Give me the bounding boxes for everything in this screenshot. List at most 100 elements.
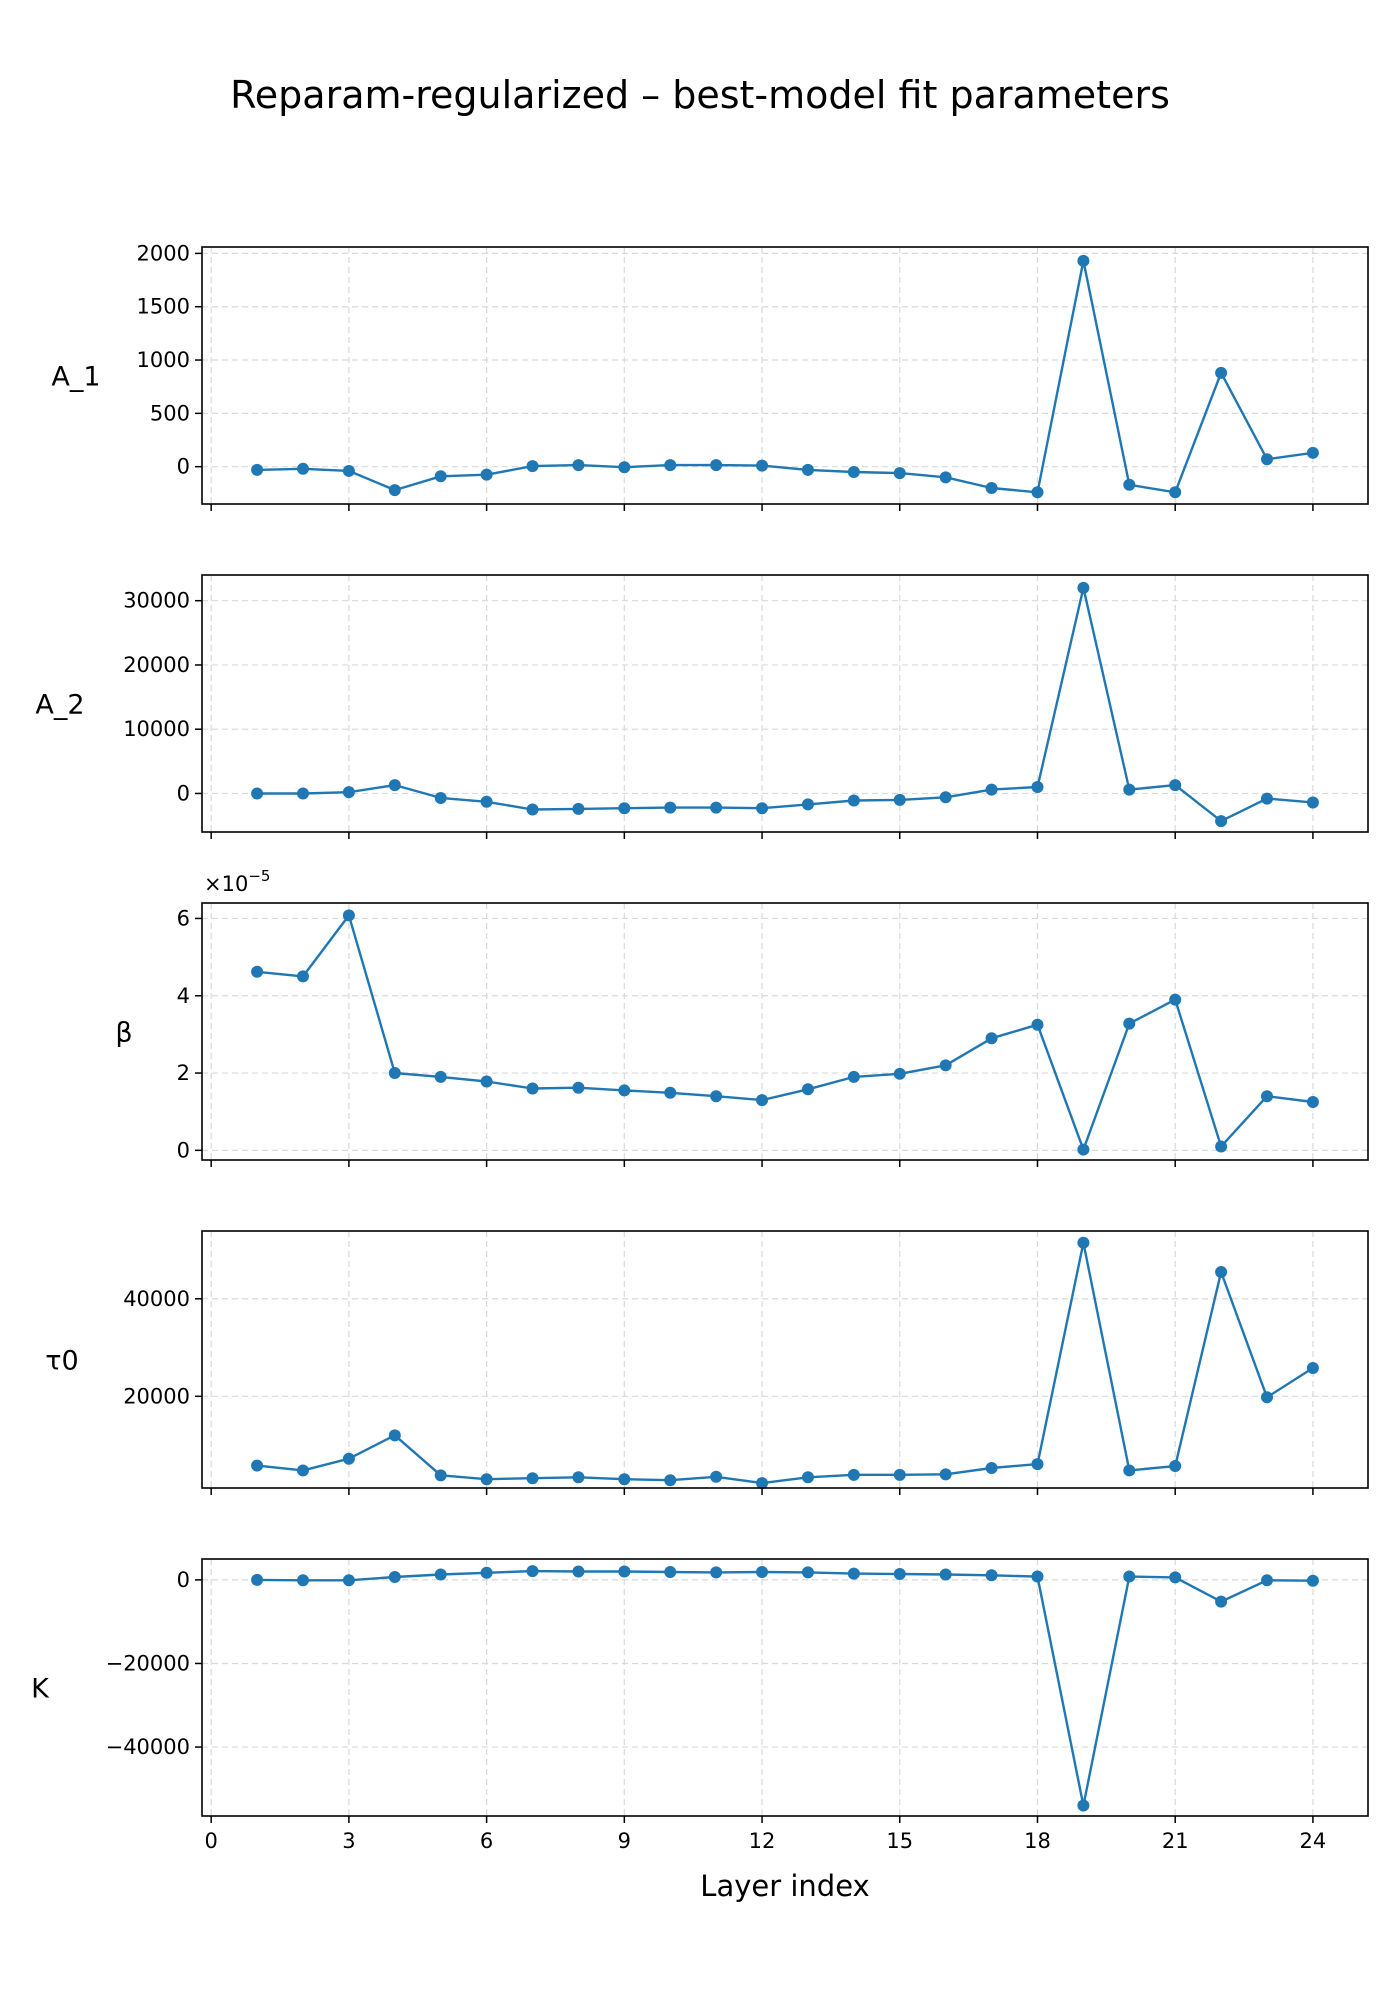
x-tick-label: 0 — [204, 1829, 217, 1853]
y-axis-label: K — [31, 1674, 50, 1705]
data-point — [985, 1462, 998, 1475]
data-point — [388, 1570, 401, 1583]
data-point — [296, 462, 309, 475]
data-point — [572, 1471, 585, 1484]
data-point — [664, 1474, 677, 1487]
data-point — [296, 1464, 309, 1477]
data-point — [251, 1459, 264, 1472]
data-point — [756, 1094, 769, 1107]
data-point — [296, 787, 309, 800]
y-tick-label: 10000 — [123, 717, 190, 741]
data-point — [1261, 792, 1274, 805]
data-point — [618, 802, 631, 815]
x-tick-label: 24 — [1300, 1829, 1327, 1853]
data-point — [1031, 1458, 1044, 1471]
series-line — [256, 1241, 1314, 1485]
data-point — [572, 1081, 585, 1094]
data-point — [251, 463, 264, 476]
data-point — [1123, 1017, 1136, 1030]
data-point — [847, 1070, 860, 1083]
data-point — [1215, 1140, 1228, 1153]
axes-frame — [201, 902, 1369, 1161]
data-point — [1306, 1362, 1319, 1375]
y-tick-label: 30000 — [123, 589, 190, 613]
data-point — [1169, 1571, 1182, 1584]
x-tick-label: 6 — [480, 1829, 493, 1853]
y-tick-label: 0 — [177, 781, 190, 805]
data-point — [893, 1468, 906, 1481]
data-point — [572, 1565, 585, 1578]
data-point — [1077, 1143, 1090, 1156]
data-point — [939, 1059, 952, 1072]
data-point — [1123, 478, 1136, 491]
y-tick-label: 0 — [177, 1568, 190, 1592]
data-point — [1215, 1595, 1228, 1608]
data-point — [342, 464, 355, 477]
y-axis-label: τ0 — [45, 1346, 78, 1377]
data-point — [480, 795, 493, 808]
data-point — [664, 1565, 677, 1578]
panel-4: 20000 40000 τ0 — [45, 1230, 1369, 1495]
series-line — [256, 914, 1314, 1151]
data-point — [664, 459, 677, 472]
x-tick-label: 21 — [1162, 1829, 1189, 1853]
data-point — [1169, 486, 1182, 499]
data-point — [1215, 1265, 1228, 1278]
data-point — [572, 459, 585, 472]
data-point — [1077, 1799, 1090, 1812]
data-point — [526, 460, 539, 473]
data-point — [388, 1067, 401, 1080]
y-tick-label: 40000 — [123, 1287, 190, 1311]
data-point — [664, 801, 677, 814]
data-point — [1123, 783, 1136, 796]
data-point — [939, 1568, 952, 1581]
y-tick-label: 2 — [177, 1061, 190, 1085]
data-point — [388, 1429, 401, 1442]
series-line — [257, 586, 1313, 823]
data-point — [388, 779, 401, 792]
data-point — [1306, 1574, 1319, 1587]
data-point — [710, 801, 723, 814]
data-point — [480, 468, 493, 481]
figure-title: Reparam-regularized – best-model fit par… — [230, 73, 1170, 117]
data-point — [801, 1083, 814, 1096]
data-point — [1215, 815, 1228, 828]
data-point — [342, 909, 355, 922]
data-point — [251, 1573, 264, 1586]
data-point — [1306, 446, 1319, 459]
data-point — [618, 1084, 631, 1097]
y-tick-label: 1500 — [137, 295, 190, 319]
y-tick-label: 500 — [150, 401, 190, 425]
data-point — [985, 1569, 998, 1582]
data-point — [434, 1568, 447, 1581]
y-axis-label: A_1 — [51, 362, 100, 393]
x-axis-label: Layer index — [700, 1869, 869, 1903]
data-point — [434, 1070, 447, 1083]
data-point — [801, 463, 814, 476]
data-point — [710, 1090, 723, 1103]
data-point — [939, 791, 952, 804]
data-point — [710, 459, 723, 472]
y-tick-label: 0 — [177, 1138, 190, 1162]
data-point — [801, 1566, 814, 1579]
x-tick-label: 12 — [749, 1829, 776, 1853]
data-point — [526, 1082, 539, 1095]
data-point — [939, 471, 952, 484]
data-point — [618, 461, 631, 474]
data-point — [1261, 1391, 1274, 1404]
data-point — [985, 1032, 998, 1045]
data-point — [801, 1471, 814, 1484]
data-point — [296, 1574, 309, 1587]
y-tick-label: −40000 — [106, 1735, 190, 1759]
data-point — [342, 1452, 355, 1465]
data-point — [801, 798, 814, 811]
data-point — [664, 1086, 677, 1099]
data-point — [1077, 1236, 1090, 1249]
data-point — [618, 1473, 631, 1486]
x-tick-label: 3 — [342, 1829, 355, 1853]
y-tick-label: −20000 — [106, 1651, 190, 1675]
data-point — [434, 791, 447, 804]
data-point — [1169, 1460, 1182, 1473]
panel-5: 0 3 6 9 12 15 18 21 24 0 −20000 −40000 K — [31, 1558, 1369, 1853]
data-point — [618, 1565, 631, 1578]
